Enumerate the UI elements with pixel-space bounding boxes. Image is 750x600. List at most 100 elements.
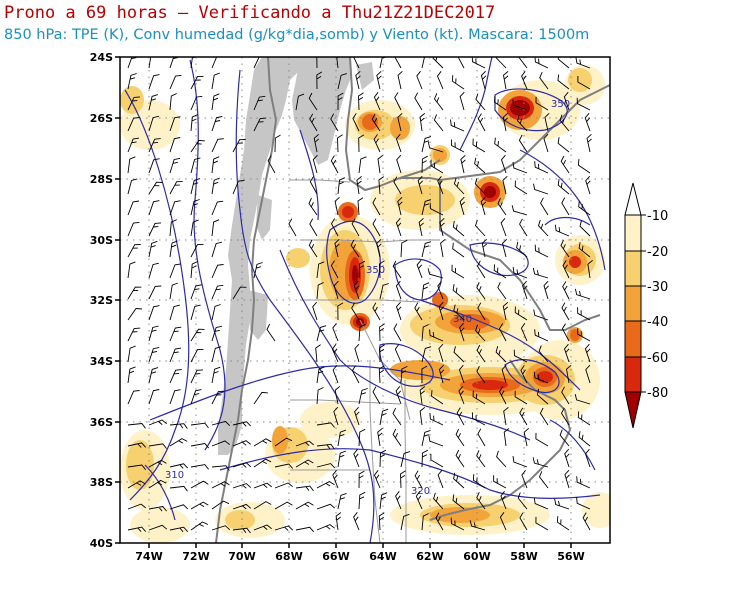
wind-barb	[460, 154, 466, 174]
wind-barb	[211, 138, 224, 153]
wind-barb	[564, 469, 570, 489]
wind-barb	[415, 491, 423, 510]
wind-barb	[495, 57, 507, 69]
wind-barb	[498, 386, 507, 405]
wind-barb	[169, 240, 178, 258]
wind-barb	[543, 280, 549, 300]
wind-barb	[337, 92, 344, 111]
wind-barb	[475, 324, 486, 342]
wind-barb	[148, 419, 167, 426]
wind-barb	[337, 302, 344, 321]
wind-barb	[452, 242, 465, 258]
wind-barb	[190, 243, 204, 258]
wind-barb	[309, 113, 318, 132]
wind-barb	[316, 480, 335, 489]
colorbar-label: -40	[647, 315, 668, 330]
wind-barb	[496, 450, 507, 468]
wind-barb	[232, 179, 245, 195]
wind-barb	[574, 393, 591, 405]
wind-barb	[453, 472, 465, 489]
wind-barb	[211, 440, 230, 447]
wind-barb	[148, 262, 159, 279]
wind-barb	[358, 470, 365, 489]
wind-barb	[357, 197, 364, 216]
wind-barb	[560, 407, 570, 426]
wind-barb	[358, 428, 366, 447]
wind-barb	[498, 323, 507, 342]
wind-barb	[190, 199, 200, 216]
wind-barb	[148, 74, 160, 90]
wind-barb	[148, 158, 160, 174]
wind-barb	[253, 501, 272, 510]
wind-barb	[232, 462, 252, 468]
wind-barb	[397, 70, 403, 90]
wind-barb	[585, 364, 591, 384]
wind-barb	[421, 241, 432, 258]
wind-barb	[169, 157, 181, 174]
contour-label: 350	[366, 265, 385, 276]
wind-barb	[169, 463, 189, 469]
wind-barb	[520, 323, 528, 342]
wind-barb	[127, 96, 141, 111]
wind-barb	[396, 154, 402, 174]
wind-barb	[397, 196, 403, 216]
wind-barb	[557, 137, 570, 153]
wind-barb	[148, 138, 161, 153]
wind-barb	[458, 386, 465, 405]
wind-barb	[533, 183, 549, 195]
wind-barb	[378, 512, 385, 531]
wind-barb	[148, 94, 159, 111]
contour-label: 350	[551, 99, 570, 110]
wind-barb	[169, 200, 181, 216]
wind-barb	[394, 57, 402, 69]
wind-barb	[472, 474, 486, 489]
wind-barb	[337, 177, 346, 195]
wind-barb	[190, 114, 198, 132]
wind-barb	[337, 73, 347, 90]
colorbar-swatch	[624, 285, 642, 322]
wind-barb	[503, 428, 510, 447]
wind-barb	[190, 304, 201, 321]
wind-barb	[534, 57, 549, 69]
wind-barb	[481, 238, 487, 258]
wind-barb	[378, 176, 385, 195]
wind-barb	[274, 134, 281, 153]
wind-barb	[211, 366, 221, 384]
wind-barb	[500, 491, 507, 510]
wind-barb	[169, 263, 181, 279]
wind-barb	[148, 57, 152, 69]
wind-barb	[379, 283, 389, 300]
wind-barb	[511, 205, 528, 216]
wind-barb	[513, 349, 528, 363]
wind-barb	[253, 438, 272, 447]
wind-barb	[309, 176, 318, 195]
wind-barb	[393, 323, 402, 342]
wind-barb	[421, 136, 432, 153]
wind-barb	[514, 390, 528, 405]
wind-barb	[127, 308, 143, 321]
wind-barb	[358, 92, 364, 111]
wind-barb	[295, 93, 305, 111]
wind-barb	[308, 92, 318, 111]
wind-barb	[439, 217, 445, 237]
contour-label: 320	[411, 486, 430, 497]
wind-barb	[232, 421, 252, 427]
wind-barb	[560, 155, 570, 174]
wind-barb	[575, 57, 591, 69]
wind-barb	[334, 196, 340, 216]
lat-label: 38S	[90, 476, 113, 489]
wind-barb	[211, 200, 224, 216]
wind-barb	[267, 155, 276, 174]
wind-barb	[576, 497, 591, 510]
wind-barb	[127, 390, 140, 405]
wind-barb	[190, 443, 210, 449]
wind-barb	[334, 385, 340, 405]
wind-barb	[559, 114, 570, 132]
wind-barb	[148, 115, 160, 132]
wind-barb	[474, 178, 486, 195]
wind-barb	[421, 513, 429, 531]
wind-barb	[127, 221, 140, 237]
wind-barb	[450, 517, 465, 531]
wind-barb	[127, 156, 136, 174]
wind-barb	[400, 365, 408, 384]
